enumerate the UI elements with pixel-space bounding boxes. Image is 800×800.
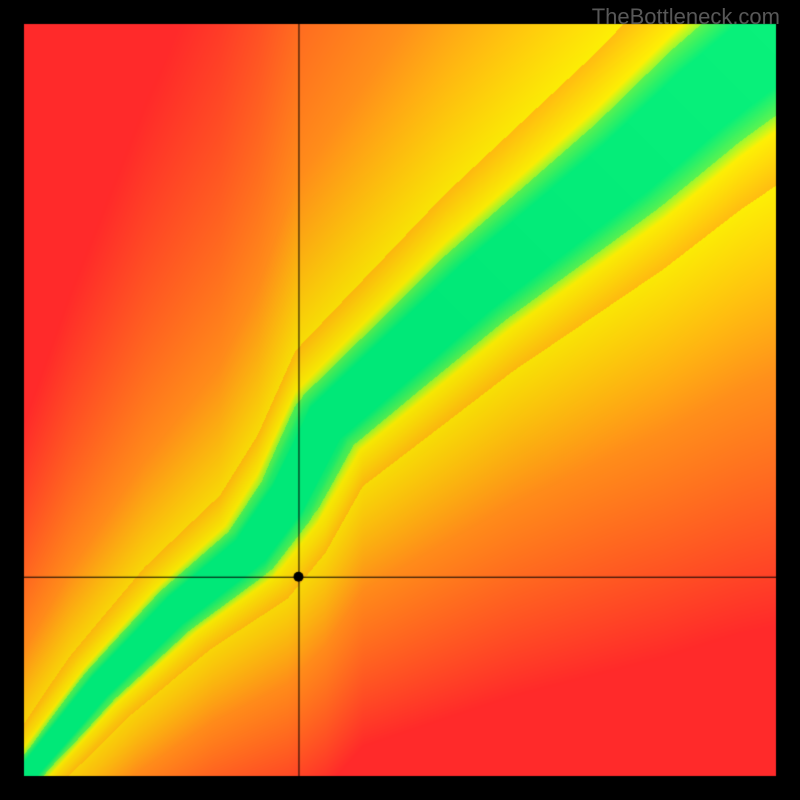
- bottleneck-heatmap-container: TheBottleneck.com: [0, 0, 800, 800]
- bottleneck-heatmap-canvas: [0, 0, 800, 800]
- attribution-label: TheBottleneck.com: [592, 4, 780, 30]
